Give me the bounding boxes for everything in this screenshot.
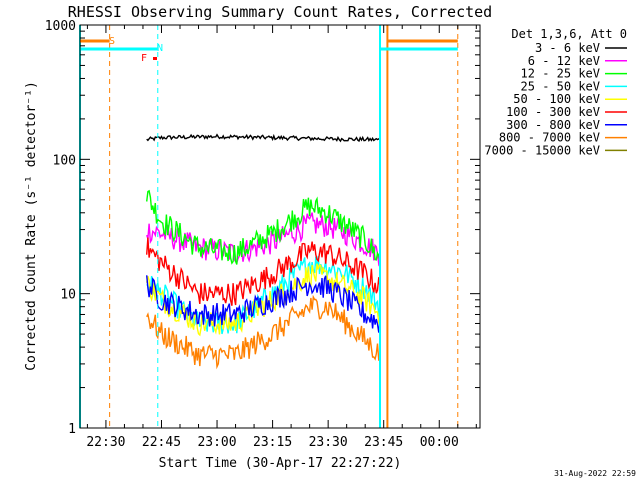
y-axis-label: Corrected Count Rate (s⁻¹ detector⁻¹) bbox=[24, 81, 39, 371]
legend-label: 50 - 100 keV bbox=[513, 92, 600, 106]
annotation-n: N bbox=[157, 43, 163, 54]
series-line-100-300keV bbox=[146, 237, 381, 306]
y-tick-label: 10 bbox=[60, 288, 76, 303]
legend-label: 6 - 12 keV bbox=[528, 54, 600, 68]
legend-label: 800 - 7000 keV bbox=[499, 131, 600, 145]
legend-label: 25 - 50 keV bbox=[521, 79, 600, 93]
x-tick-label: 22:30 bbox=[86, 435, 125, 450]
x-tick-label: 23:45 bbox=[364, 435, 403, 450]
legend-label: 300 - 800 keV bbox=[506, 118, 600, 132]
series-line-300-800keV bbox=[146, 275, 381, 333]
legend-label: 7000 - 15000 keV bbox=[484, 143, 600, 157]
legend-label: 12 - 25 keV bbox=[521, 67, 600, 81]
annotation-f: F bbox=[141, 53, 147, 64]
annotation-s: S bbox=[109, 36, 115, 47]
y-tick-label: 1 bbox=[68, 422, 76, 437]
series-line-12-25keV bbox=[146, 189, 381, 265]
markers-layer bbox=[79, 25, 459, 428]
series-layer bbox=[146, 133, 381, 370]
y-tick-label: 100 bbox=[53, 153, 76, 168]
series-line-800-7000keV bbox=[146, 294, 381, 370]
date-stamp: 31-Aug-2022 22:59 bbox=[554, 469, 636, 478]
series-line-3-6keV bbox=[146, 133, 381, 143]
x-tick-label: 00:00 bbox=[420, 435, 459, 450]
x-axis-label: Start Time (30-Apr-17 22:27:22) bbox=[159, 456, 402, 471]
x-tick-label: 23:15 bbox=[253, 435, 292, 450]
x-tick-label: 22:45 bbox=[142, 435, 181, 450]
x-axis: 22:30 22:45 23:00 23:15 23:30 23:45 00:00 bbox=[86, 25, 477, 450]
flare-marker bbox=[153, 57, 157, 60]
x-tick-label: 23:00 bbox=[197, 435, 236, 450]
plot-frame bbox=[79, 24, 481, 429]
legend-label: 3 - 6 keV bbox=[535, 41, 600, 55]
chart-title: RHESSI Observing Summary Count Rates, Co… bbox=[68, 3, 492, 21]
legend-label: 100 - 300 keV bbox=[506, 105, 600, 119]
legend-title: Det 1,3,6, Att 0 bbox=[511, 27, 627, 41]
y-tick-label: 1000 bbox=[45, 19, 76, 34]
x-tick-label: 23:30 bbox=[309, 435, 348, 450]
y-axis: 1 10 100 1000 bbox=[45, 19, 480, 437]
